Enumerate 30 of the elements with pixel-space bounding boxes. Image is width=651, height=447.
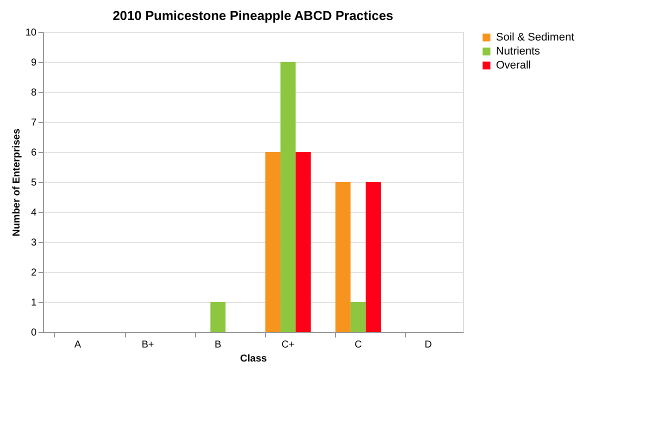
- y-tick-label: 4: [30, 208, 37, 218]
- y-tick-label: 1: [30, 298, 37, 308]
- y-tick-label: 9: [30, 58, 37, 68]
- x-tick-label: C: [354, 340, 362, 350]
- x-tick-label: B: [214, 340, 222, 350]
- bar: [210, 302, 226, 332]
- bar: [366, 182, 381, 332]
- chart-title: 2010 Pumicestone Pineapple ABCD Practices: [112, 8, 394, 23]
- y-tick-label: 3: [30, 238, 37, 248]
- bar: [335, 182, 351, 332]
- x-axis-title: Class: [240, 354, 268, 364]
- y-tick-label: 8: [30, 88, 37, 98]
- y-tick-label: 7: [30, 118, 37, 128]
- bar: [350, 302, 366, 332]
- legend-label: Soil & Sediment: [496, 32, 574, 44]
- legend-label: Overall: [496, 60, 531, 72]
- y-tick-label: 10: [25, 28, 37, 38]
- y-tick-label: 5: [30, 178, 37, 188]
- y-axis-title: Number of Enterprises: [11, 128, 22, 236]
- x-tick-label: D: [424, 340, 432, 350]
- x-tick-label: A: [74, 340, 82, 350]
- x-tick-label: B+: [142, 340, 154, 350]
- y-tick-label: 6: [30, 148, 37, 158]
- y-tick-label: 0: [30, 328, 37, 338]
- bar: [280, 62, 296, 332]
- legend-label: Nutrients: [496, 46, 541, 58]
- bar: [265, 152, 280, 332]
- y-tick-label: 2: [30, 268, 37, 278]
- x-tick-label: C+: [282, 340, 295, 350]
- bar: [296, 152, 311, 332]
